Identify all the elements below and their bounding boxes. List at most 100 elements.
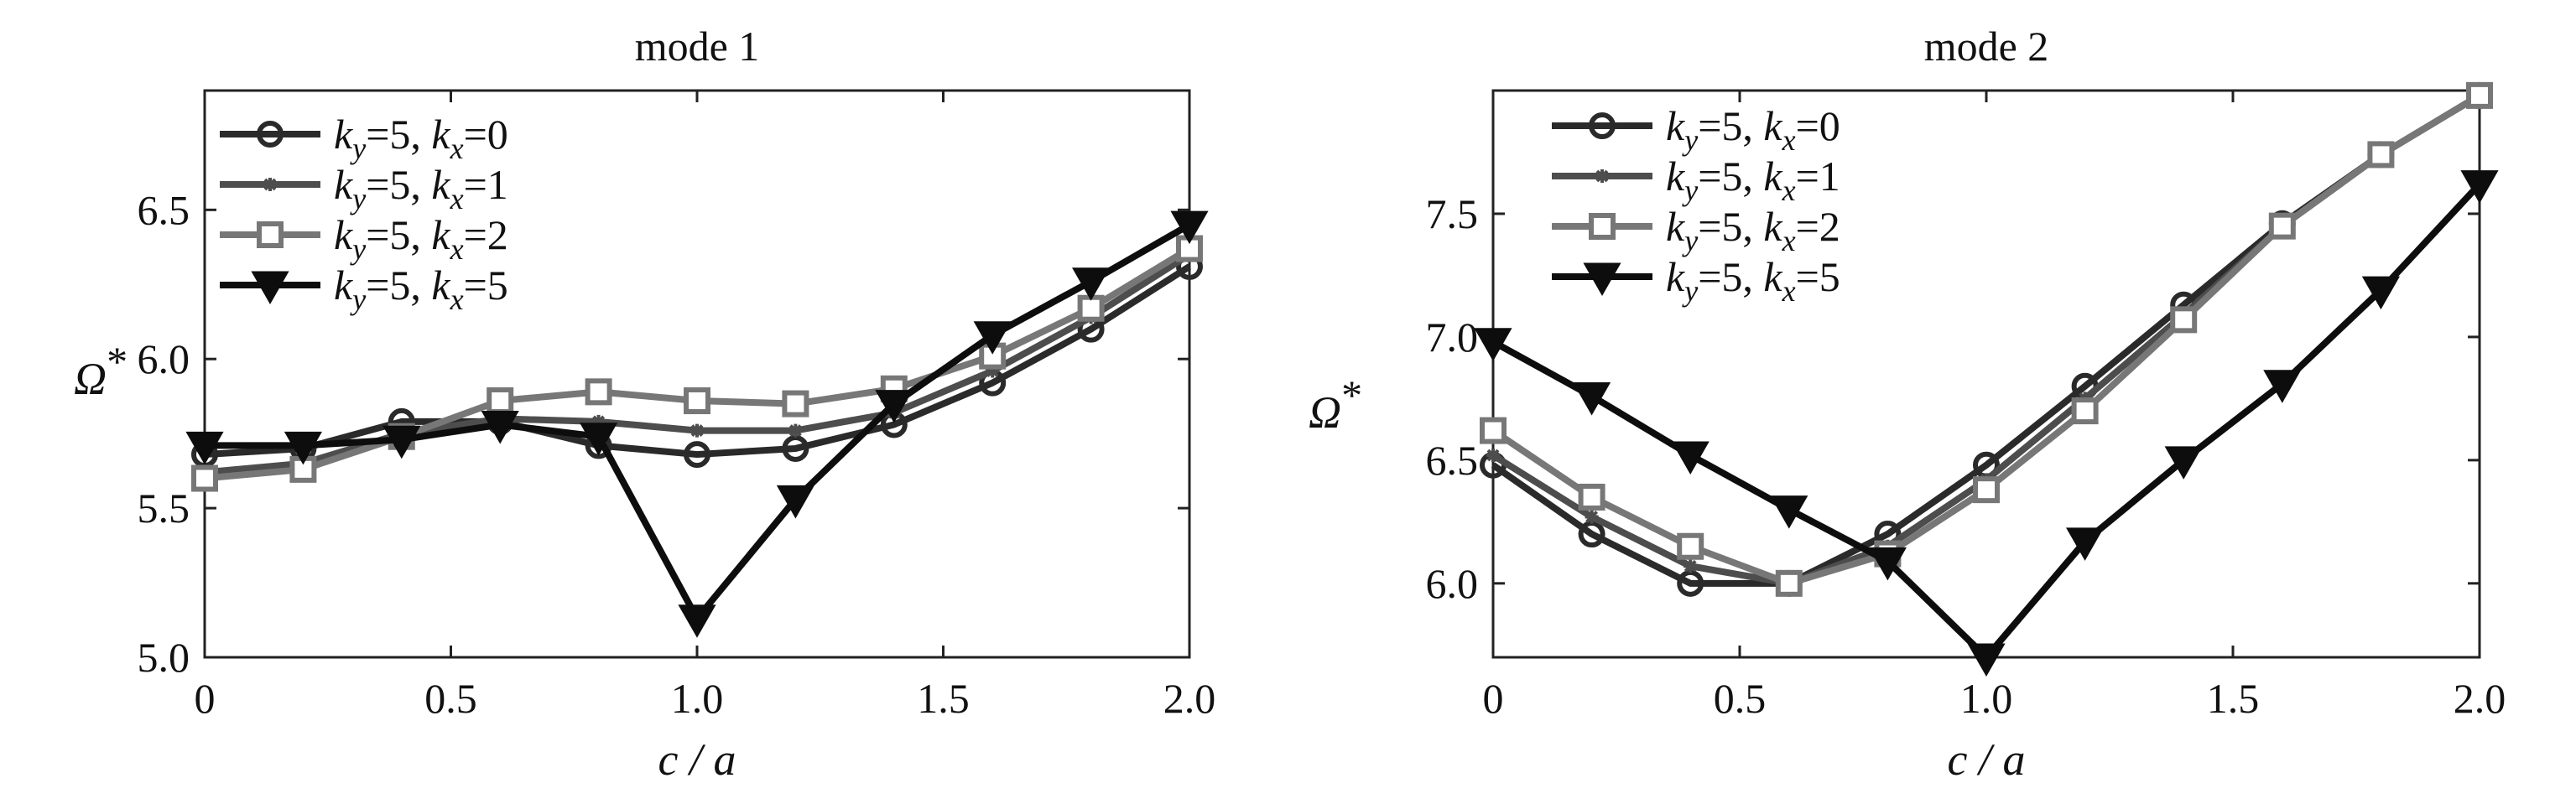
data-point: [2170, 306, 2198, 334]
data-point: [2466, 81, 2493, 109]
data-point: [1072, 267, 1111, 301]
data-point: [1474, 328, 1512, 361]
data-point: [1671, 441, 1710, 475]
y-tick-label: 6.5: [1426, 437, 1479, 484]
legend-marker: [1589, 213, 1616, 240]
data-point: [1973, 476, 2000, 504]
y-tick-label: 6.0: [138, 335, 190, 382]
data-point: [986, 364, 1000, 378]
legend-label: ky=5, kx=0: [1666, 102, 1840, 157]
legend-marker: [1589, 112, 1616, 139]
data-point: [782, 434, 809, 462]
legend-label: ky=5, kx=1: [334, 161, 508, 215]
legend-entry: ky=5, kx=2: [220, 211, 508, 266]
data-point: [684, 441, 710, 469]
data-point: [1684, 559, 1698, 573]
chart-panel-1: mode 1 0 0.5 1.0 1.5 2.0 5.0 5.5 6.0 6.5 c / a Ω* ky…: [74, 23, 1215, 785]
x-tick-label: 0.5: [424, 675, 477, 722]
data-point: [580, 423, 618, 456]
data-point: [788, 423, 803, 438]
y-tick-label: 7.0: [1426, 314, 1479, 361]
x-tick-label: 2.0: [1163, 675, 1216, 722]
legend-entry: ky=5, kx=5: [220, 262, 508, 316]
data-point: [481, 410, 519, 444]
chart-panel-2: mode 2 0 0.5 1.0 1.5 2.0 6.0 6.5 7.0 7.5 c / a Ω* ky…: [1309, 23, 2506, 785]
legend-label: ky=5, kx=1: [1666, 153, 1840, 207]
legend-entry: ky=5, kx=2: [1552, 203, 1840, 257]
y-tick-label: 5.0: [138, 634, 190, 681]
legend: ky=5, kx=0ky=5, kx=1ky=5, kx=2ky=5, kx=5: [1552, 102, 1840, 308]
data-point: [1967, 643, 2006, 677]
x-tick-label: 1.0: [1960, 675, 2013, 722]
legend-marker: [1595, 169, 1609, 183]
data-point: [2071, 397, 2099, 425]
y-tick-label: 6.0: [1426, 560, 1479, 607]
x-axis-label: c / a: [1948, 734, 2026, 785]
x-tick-label: 2.0: [2454, 675, 2506, 722]
data-point: [591, 414, 606, 428]
chart-title: mode 1: [635, 23, 760, 70]
legend-entry: ky=5, kx=1: [1552, 153, 1840, 207]
data-point: [2066, 527, 2105, 561]
data-point: [1677, 532, 1704, 560]
data-point: [1573, 381, 1611, 416]
series-3: [1480, 81, 2493, 597]
data-point: [684, 387, 710, 415]
data-point: [2268, 212, 2296, 240]
data-point: [382, 425, 421, 459]
data-point: [1578, 483, 1605, 511]
x-tick-label: 1.5: [917, 675, 970, 722]
data-point: [1868, 547, 1907, 581]
data-point: [191, 464, 218, 492]
data-point: [1486, 448, 1500, 462]
legend-entry: ky=5, kx=5: [1552, 253, 1840, 308]
data-point: [875, 390, 913, 423]
data-point: [782, 390, 809, 418]
x-tick-label: 1.5: [2207, 675, 2260, 722]
data-point: [2361, 276, 2400, 310]
legend-label: ky=5, kx=0: [334, 111, 508, 165]
data-point: [1775, 569, 1803, 597]
data-point: [284, 431, 322, 465]
data-point: [1170, 210, 1209, 245]
data-point: [678, 604, 716, 638]
data-point: [2367, 141, 2395, 169]
data-point: [1480, 417, 1507, 444]
y-tick-label: 7.5: [1426, 190, 1479, 237]
series-2: [1486, 88, 2486, 590]
series-4: [1474, 170, 2499, 677]
data-point: [973, 321, 1012, 355]
data-point: [1770, 495, 1808, 529]
data-point: [690, 423, 704, 438]
legend-entry: ky=5, kx=0: [220, 111, 508, 165]
legend-marker: [257, 221, 284, 248]
legend-label: ky=5, kx=5: [334, 262, 508, 316]
data-point: [585, 378, 612, 406]
legend-label: ky=5, kx=2: [334, 211, 508, 266]
x-tick-label: 1.0: [671, 675, 724, 722]
data-point: [2164, 446, 2203, 480]
data-point: [2460, 170, 2499, 204]
y-axis-label: Ω*: [1309, 371, 1362, 438]
legend: ky=5, kx=0ky=5, kx=1ky=5, kx=2ky=5, kx=5: [220, 111, 508, 316]
data-point: [776, 485, 814, 519]
legend-label: ky=5, kx=2: [1666, 203, 1840, 257]
x-tick-label: 0.5: [1714, 675, 1767, 722]
data-point: [1585, 510, 1599, 524]
legend-entry: ky=5, kx=1: [220, 161, 508, 215]
legend-marker: [251, 271, 289, 305]
data-point: [185, 431, 224, 465]
x-axis-label: c / a: [658, 734, 736, 785]
legend-marker: [257, 121, 284, 148]
data-point: [487, 387, 514, 415]
legend-entry: ky=5, kx=0: [1552, 102, 1840, 157]
series-line: [204, 263, 1192, 459]
y-axis-label: Ω*: [74, 338, 127, 404]
legend-label: ky=5, kx=5: [1666, 253, 1840, 308]
legend-marker: [1583, 262, 1621, 297]
chart-title: mode 2: [1924, 23, 2049, 70]
series-line: [1491, 181, 2482, 661]
x-tick-label: 0: [1483, 675, 1504, 722]
x-tick-label: 0: [195, 675, 216, 722]
